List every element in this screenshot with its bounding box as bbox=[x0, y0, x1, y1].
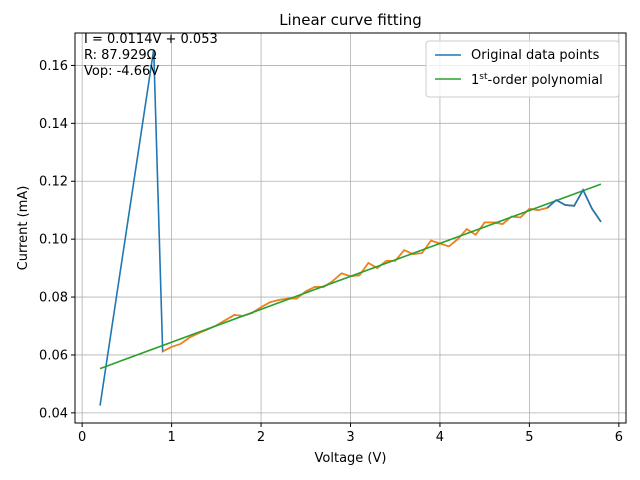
legend: Original data points 1st-order polynomia… bbox=[425, 40, 620, 98]
x-tick-label: 5 bbox=[525, 430, 533, 445]
y-tick-label: 0.12 bbox=[39, 175, 68, 190]
grid-lines bbox=[75, 33, 626, 423]
series-original-tail bbox=[546, 188, 602, 223]
legend-label-polynomial-suffix: st bbox=[479, 72, 488, 82]
x-tick-label: 0 bbox=[78, 430, 86, 445]
x-tick-label: 1 bbox=[167, 430, 175, 445]
x-tick-label: 3 bbox=[346, 430, 354, 445]
annotation-resistance: R: 87.929Ω bbox=[84, 48, 157, 63]
legend-label-polynomial: 1st-order polynomial bbox=[471, 72, 603, 88]
axis-ticks: 0 1 2 3 4 5 6 0.04 0.06 0.08 0.10 0.12 0.14 0.16 bbox=[39, 59, 623, 445]
chart-title: Linear curve fitting bbox=[279, 11, 422, 29]
legend-box bbox=[425, 40, 620, 98]
y-tick-label: 0.14 bbox=[39, 117, 68, 132]
x-tick-label: 2 bbox=[257, 430, 265, 445]
annotation-vop: Vop: -4.66V bbox=[84, 64, 159, 79]
legend-label-polynomial-order: 1 bbox=[471, 73, 479, 88]
y-tick-label: 0.10 bbox=[39, 233, 68, 248]
y-tick-label: 0.06 bbox=[39, 348, 68, 363]
y-tick-label: 0.16 bbox=[39, 59, 68, 74]
plot-area bbox=[99, 49, 602, 406]
legend-label-polynomial-rest: -order polynomial bbox=[488, 73, 603, 88]
x-axis-label: Voltage (V) bbox=[315, 451, 387, 466]
fit-annotations: I = 0.0114V + 0.053 R: 87.929Ω Vop: -4.6… bbox=[84, 32, 218, 79]
x-tick-label: 4 bbox=[436, 430, 444, 445]
y-tick-label: 0.08 bbox=[39, 291, 68, 306]
x-tick-label: 6 bbox=[615, 430, 623, 445]
annotation-equation: I = 0.0114V + 0.053 bbox=[84, 32, 218, 47]
series-polynomial-line bbox=[99, 183, 602, 370]
y-tick-label: 0.04 bbox=[39, 406, 68, 421]
legend-label-original: Original data points bbox=[471, 48, 600, 63]
y-axis-label: Current (mA) bbox=[16, 186, 31, 271]
